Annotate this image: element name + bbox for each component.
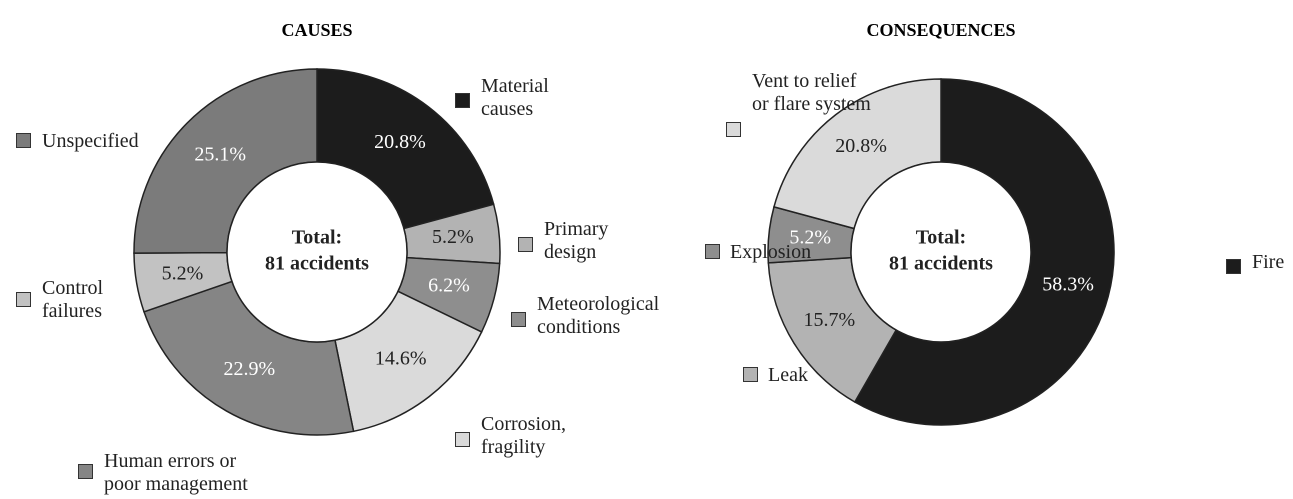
legend-label: Corrosion, fragility bbox=[481, 413, 566, 458]
chart-title: CONSEQUENCES bbox=[866, 20, 1015, 40]
value-label: 5.2% bbox=[789, 226, 831, 248]
value-label: 20.8% bbox=[374, 131, 426, 153]
legend-swatch bbox=[455, 93, 470, 108]
legend-label: Explosion bbox=[730, 241, 812, 263]
value-label: 14.6% bbox=[375, 347, 427, 369]
legend-swatch bbox=[705, 244, 720, 259]
legend-label: Control failures bbox=[42, 277, 104, 322]
center-text: Total: bbox=[916, 227, 966, 249]
legend-swatch bbox=[78, 464, 93, 479]
center-text: 81 accidents bbox=[265, 253, 369, 275]
legend-swatch bbox=[455, 432, 470, 447]
legend-swatch bbox=[743, 367, 758, 382]
legend-swatch bbox=[511, 312, 526, 327]
legend-label: Human errors or poor management bbox=[104, 450, 248, 495]
legend-swatch bbox=[1226, 259, 1241, 274]
value-label: 6.2% bbox=[428, 274, 470, 296]
chart-title: CAUSES bbox=[281, 20, 352, 40]
legend-label: Meteorological conditions bbox=[537, 293, 660, 338]
legend-swatch bbox=[16, 133, 31, 148]
legend-swatch bbox=[518, 237, 533, 252]
legend-label: Leak bbox=[768, 364, 808, 386]
donut-hole bbox=[850, 161, 1032, 343]
legend-label: Material causes bbox=[481, 75, 549, 120]
value-label: 25.1% bbox=[194, 143, 246, 165]
donut-hole bbox=[226, 161, 408, 343]
center-text: Total: bbox=[292, 227, 342, 249]
legend-label: Vent to relief or flare system bbox=[752, 70, 871, 115]
legend-swatch bbox=[16, 292, 31, 307]
value-label: 58.3% bbox=[1042, 273, 1094, 295]
value-label: 15.7% bbox=[803, 309, 855, 331]
legend-label: Fire bbox=[1252, 251, 1285, 273]
value-label: 22.9% bbox=[224, 358, 276, 380]
legend-label: Primary design bbox=[544, 218, 609, 263]
legend-label: Unspecified bbox=[42, 130, 139, 152]
value-label: 20.8% bbox=[835, 135, 887, 157]
center-text: 81 accidents bbox=[889, 253, 993, 275]
value-label: 5.2% bbox=[432, 226, 474, 248]
legend-swatch bbox=[726, 122, 741, 137]
value-label: 5.2% bbox=[162, 263, 204, 285]
